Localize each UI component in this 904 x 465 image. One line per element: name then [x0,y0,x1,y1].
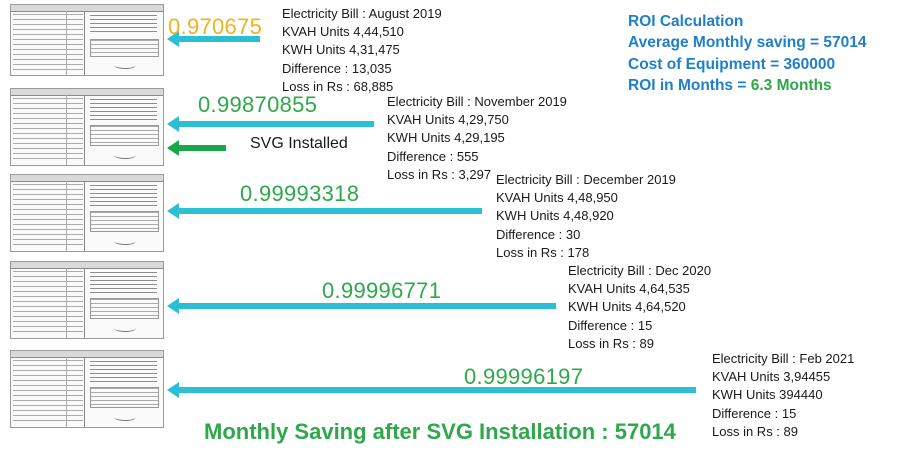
roi-cost-of-equipment: Cost of Equipment = 360000 [628,54,867,75]
bill-title: Electricity Bill : December 2019 [496,172,676,187]
kwh-units: KWH Units 4,29,195 [387,130,505,146]
roi-cost-value: 360000 [783,55,836,73]
power-factor-feb-2021: 0.99996197 [464,364,584,389]
kvah-units: KVAH Units 4,64,535 [568,281,690,297]
difference: Difference : 15 [712,405,797,421]
difference: Difference : 13,035 [282,60,392,76]
bill-thumbnail-feb-2021 [10,350,164,428]
monthly-saving-summary: Monthly Saving after SVG Installation : … [204,419,676,444]
roi-heading: ROI Calculation [628,13,744,30]
power-factor-nov-2019: 0.99870855 [198,92,318,117]
power-factor-dec-2020: 0.99996771 [322,278,442,303]
bill-thumbnail-dec-2019 [10,174,164,252]
difference: Difference : 15 [568,317,653,333]
loss-in-rs: Loss in Rs : 3,297 [387,166,492,182]
difference: Difference : 555 [387,148,479,164]
bill-thumbnail-dec-2020 [10,261,164,339]
loss-in-rs: Loss in Rs : 178 [496,244,590,260]
kwh-units: KWH Units 4,31,475 [282,42,400,58]
roi-average-monthly-saving: Average Monthly saving = 57014 [628,32,867,53]
kvah-units: KVAH Units 4,29,750 [387,112,509,128]
arrow-aug-2019 [167,31,260,47]
bill-title: Electricity Bill : Dec 2020 [568,263,712,278]
kvah-units: KVAH Units 4,44,510 [282,24,404,40]
bill-title: Electricity Bill : Feb 2021 [712,351,855,366]
roi-average-value: 57014 [823,34,867,52]
kvah-units: KVAH Units 4,48,950 [496,190,618,206]
roi-average-label: Average Monthly saving = [628,34,824,52]
arrow-feb-2021 [167,382,696,398]
bill-title: Electricity Bill : August 2019 [282,6,442,21]
loss-in-rs: Loss in Rs : 68,885 [282,78,394,94]
bill-info-aug-2019: Electricity Bill : August 2019 KVAH Unit… [282,5,442,96]
arrow-nov-2019 [167,116,374,132]
bill-thumbnail-aug-2019 [10,4,164,76]
loss-in-rs: Loss in Rs : 89 [712,423,798,439]
roi-months-value: 6.3 Months [750,76,832,94]
roi-cost-label: Cost of Equipment = [628,55,784,73]
arrow-dec-2019 [167,203,482,219]
svg-installed-arrow [167,140,226,156]
bill-thumbnail-nov-2019 [10,88,164,166]
kwh-units: KWH Units 4,48,920 [496,208,614,224]
difference: Difference : 30 [496,226,581,242]
kvah-units: KVAH Units 3,94455 [712,369,831,385]
power-factor-aug-2019: 0.970675 [168,14,263,39]
loss-in-rs: Loss in Rs : 89 [568,335,654,351]
bill-info-dec-2019: Electricity Bill : December 2019 KVAH Un… [496,171,676,262]
kwh-units: KWH Units 4,64,520 [568,299,686,315]
bill-info-nov-2019: Electricity Bill : November 2019 KVAH Un… [387,93,567,184]
svg-installed-label: SVG Installed [250,135,348,152]
arrow-dec-2020 [167,298,556,314]
bill-info-feb-2021: Electricity Bill : Feb 2021 KVAH Units 3… [712,350,854,441]
roi-in-months: ROI in Months = 6.3 Months [628,75,867,96]
roi-months-label: ROI in Months = [628,76,751,94]
bill-info-dec-2020: Electricity Bill : Dec 2020 KVAH Units 4… [568,262,711,353]
roi-calculation: ROI Calculation Average Monthly saving =… [628,11,867,96]
power-factor-dec-2019: 0.99993318 [240,181,360,206]
kwh-units: KWH Units 394440 [712,387,823,403]
bill-title: Electricity Bill : November 2019 [387,94,567,109]
